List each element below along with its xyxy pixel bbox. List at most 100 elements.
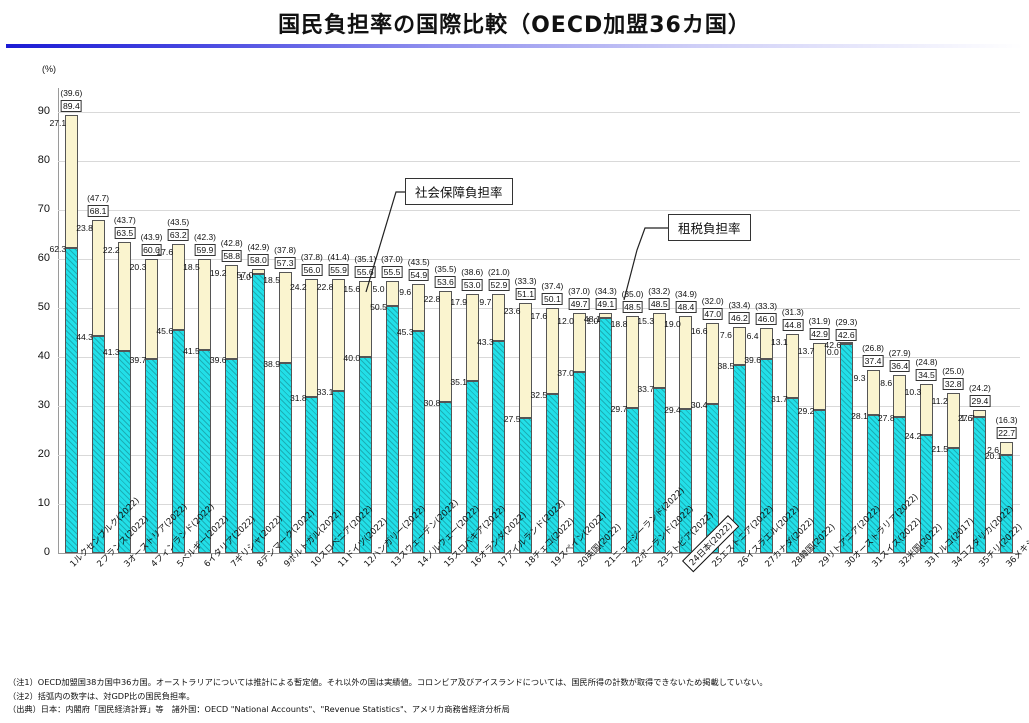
bar-column: 40.0 15.6 55.6 (35.1) (343, 88, 376, 553)
bar-value-social-security: 30.8 (423, 398, 441, 409)
bar-column: 41.5 18.5 59.9 (42.3) (183, 88, 216, 553)
bar-value-tax: 7.6 (719, 330, 732, 341)
bar-value-social-security: 30.4 (690, 400, 708, 411)
y-axis-tick-label: 70 (37, 203, 50, 216)
bar-value-tax: 15.6 (343, 283, 361, 294)
bar-total-label: 55.9 (328, 264, 349, 277)
bar-value-social-security: 43.3 (477, 337, 494, 348)
bar-segment-tax (572, 313, 586, 372)
y-axis-tick-label: 90 (37, 105, 50, 118)
bar-value-social-security: 31.8 (289, 393, 307, 404)
bar-total-label: 68.1 (87, 204, 109, 217)
footnote-2: （注2）括弧内の数字は、対GDP比の国民負担率。 (8, 690, 195, 701)
bar-segment-social-security (519, 418, 533, 553)
gridline-30 (58, 406, 1020, 408)
bar-value-social-security: 57.0 (236, 270, 254, 280)
bar-segment-tax (198, 259, 212, 350)
bar-column: 29.7 18.8 48.5 (35.0) (611, 88, 643, 553)
bar-column: 24.2 10.3 34.5 (24.8) (905, 88, 937, 553)
bar-value-tax: 8.6 (880, 377, 893, 388)
bar-value-tax: 22.8 (423, 293, 441, 304)
bar-gdp-ratio-label: (35.5) (434, 263, 457, 274)
bar-segment-tax (946, 392, 960, 448)
bar-segment-tax (893, 374, 907, 417)
bar-total-label: 60.0 (141, 244, 162, 257)
bar-segment-tax (465, 293, 479, 382)
bar-value-tax: 6.4 (746, 330, 759, 341)
bar-value-tax: 2.6 (987, 444, 1000, 455)
bar-value-social-security: 27.5 (503, 414, 521, 425)
bar-value-social-security: 45.6 (156, 325, 174, 336)
bar-segment-tax (278, 272, 292, 363)
gridline-80 (58, 161, 1020, 163)
bar-value-tax: 18.8 (610, 318, 628, 329)
y-axis-tick-label: 10 (37, 497, 50, 510)
bar-column: 30.4 16.6 47.0 (32.0) (691, 88, 724, 553)
bar-column: 57.0 1.0 58.0 (42.9) (237, 88, 269, 553)
bar-value-tax: 9.3 (853, 372, 866, 383)
bar-gdp-ratio-label: (37.8) (274, 245, 297, 256)
bar-total-label: 55.6 (354, 265, 376, 278)
bar-total-label: 34.5 (916, 369, 937, 382)
bar-segment-tax (358, 280, 372, 358)
bar-gdp-ratio-label: (35.1) (354, 253, 377, 264)
bar-value-social-security: 24.2 (904, 430, 922, 441)
bar-value-tax: 0.0 (826, 347, 839, 358)
bar-segment-tax (492, 293, 506, 342)
bar-segment-tax (251, 269, 265, 274)
bar-segment-tax (305, 278, 319, 398)
bar-segment-tax (813, 343, 827, 411)
bar-segment-social-security (385, 305, 399, 553)
bar-total-label: 59.9 (194, 244, 216, 257)
bar-value-tax: 23.8 (76, 222, 93, 233)
bar-segment-social-security (732, 364, 746, 553)
bar-segment-tax (839, 342, 853, 345)
bar-segment-tax (64, 115, 78, 249)
bar-column: 39.6 19.2 58.8 (42.8) (210, 88, 243, 553)
bar-segment-tax (332, 279, 346, 391)
bar-gdp-ratio-label: (43.5) (407, 257, 430, 268)
bar-gdp-ratio-label: (42.8) (220, 238, 243, 249)
bar-segment-social-security (866, 415, 880, 553)
bar-total-label: 47.0 (702, 307, 724, 320)
title-divider (6, 44, 1023, 48)
bar-total-label: 44.8 (782, 318, 804, 331)
bar-total-label: 53.0 (461, 278, 483, 291)
bar-value-tax: 23.6 (503, 305, 521, 316)
bar-segment-social-security (626, 407, 640, 553)
bar-value-tax: 24.2 (289, 281, 307, 292)
bar-column: 32.5 17.6 50.1 (37.4) (530, 88, 563, 553)
bar-total-label: 49.1 (595, 297, 617, 310)
bar-gdp-ratio-label: (33.3) (755, 300, 778, 311)
footnotes: （注1）OECD加盟国38カ国中36カ国。オーストラリアについては推計による暫定… (8, 676, 1023, 717)
bar-total-label: 42.9 (809, 328, 830, 341)
bar-total-label: 36.4 (889, 359, 911, 372)
bar-segment-tax (118, 242, 132, 351)
bar-gdp-ratio-label: (27.9) (888, 347, 911, 358)
bar-segment-social-security (278, 362, 292, 553)
bar-column: 43.3 9.7 52.9 (21.0) (477, 88, 510, 553)
bar-column: 21.5 11.2 32.8 (25.0) (931, 88, 964, 553)
bar-gdp-ratio-label: (34.9) (675, 289, 697, 300)
bar-segment-social-security (893, 416, 907, 553)
bar-segment-social-security (171, 329, 185, 553)
bar-value-social-security: 44.3 (76, 332, 93, 343)
bar-column: 29.2 13.7 42.9 (31.9) (798, 88, 831, 553)
bar-segment-social-security (1000, 454, 1014, 553)
bar-segment-social-security (225, 359, 239, 553)
bar-value-tax: 27.1 (49, 118, 67, 129)
bar-value-social-security: 41.5 (183, 345, 200, 356)
bar-column: 31.7 13.1 44.8 (31.3) (771, 88, 804, 553)
bar-total-label: 42.6 (835, 329, 857, 342)
bar-value-tax: 17.6 (530, 310, 548, 321)
bar-segment-tax (679, 316, 693, 410)
bar-value-tax: 9.7 (479, 296, 492, 307)
bar-segment-tax (866, 369, 880, 416)
bar-segment-social-security (919, 434, 933, 553)
y-axis-tick-label: 50 (37, 301, 50, 314)
bar-value-tax: 13.7 (797, 346, 815, 357)
bar-segment-social-security (572, 371, 586, 553)
bar-gdp-ratio-label: (47.7) (87, 192, 110, 203)
bar-value-social-security: 50.5 (370, 301, 387, 312)
